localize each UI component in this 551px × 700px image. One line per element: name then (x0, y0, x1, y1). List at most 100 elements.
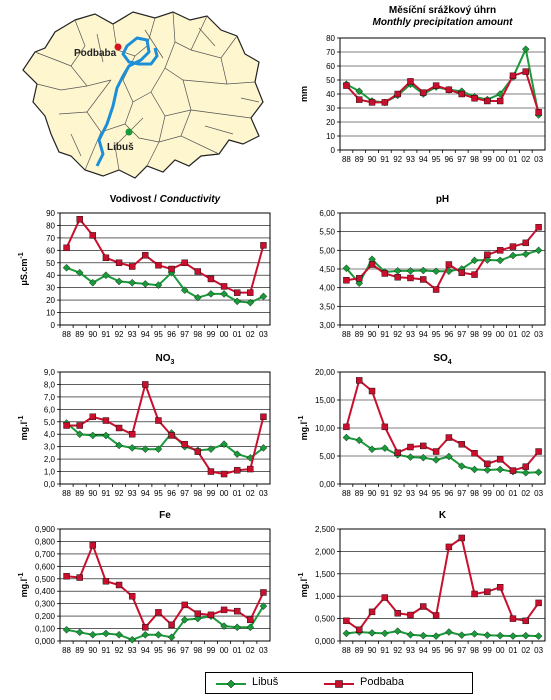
data-point (509, 467, 517, 474)
data-point (381, 629, 389, 638)
data-point (142, 381, 149, 388)
data-point (535, 108, 542, 116)
data-point (407, 78, 414, 85)
x-tick-label: 02 (246, 330, 255, 339)
data-point (62, 263, 71, 272)
data-point (194, 610, 202, 617)
x-tick-label: 91 (380, 330, 389, 339)
data-point (180, 616, 189, 624)
data-point (471, 94, 478, 102)
x-tick-label: 92 (393, 330, 402, 339)
data-point (207, 445, 215, 453)
legend-libus-swatch (216, 679, 246, 689)
x-tick-label: 02 (521, 646, 530, 655)
series-line (345, 537, 540, 631)
data-point (394, 449, 401, 456)
y-tick-label: 2,000 (315, 547, 336, 556)
data-point (155, 609, 162, 616)
y-tick-label: 5,00 (319, 452, 335, 461)
data-point (406, 267, 415, 275)
data-point (419, 631, 428, 640)
x-tick-label: 90 (88, 489, 97, 498)
data-point (180, 286, 189, 294)
x-tick-label: 92 (393, 155, 402, 164)
data-point (142, 252, 149, 259)
x-tick-label: 96 (444, 330, 453, 339)
data-point (521, 250, 530, 258)
x-tick-label: 98 (470, 646, 479, 655)
x-tick-label: 02 (246, 646, 255, 655)
x-tick-label: 94 (419, 646, 428, 655)
y-tick-label: 0,100 (35, 625, 56, 634)
prague-outline (22, 11, 264, 179)
data-point (356, 96, 363, 103)
x-tick-label: 98 (193, 646, 202, 655)
y-tick-label: 2,500 (315, 525, 336, 534)
data-point (102, 417, 110, 424)
data-point (471, 271, 478, 278)
x-tick-label: 89 (75, 330, 84, 339)
x-tick-label: 88 (62, 489, 71, 498)
prague-map: Podbaba Libuš (22, 11, 264, 179)
data-point (496, 584, 504, 591)
data-point (115, 441, 123, 450)
y-tick-label: 20 (46, 296, 55, 305)
data-point (496, 256, 504, 265)
x-tick-label: 91 (380, 155, 389, 164)
x-tick-label: 89 (355, 330, 364, 339)
x-tick-label: 01 (233, 489, 242, 498)
data-point (534, 468, 543, 477)
vltava-river (95, 36, 159, 167)
y-tick-label: 0,900 (35, 525, 56, 534)
data-point (220, 622, 228, 630)
x-tick-label: 96 (167, 646, 176, 655)
data-point (381, 594, 389, 601)
data-point (115, 630, 123, 639)
x-tick-label: 88 (342, 646, 351, 655)
x-tick-label: 03 (534, 330, 543, 339)
data-point (521, 631, 530, 640)
data-point (343, 276, 350, 284)
data-point (181, 440, 188, 448)
x-tick-label: 95 (154, 646, 163, 655)
y-tick-label: 4,50 (319, 265, 335, 274)
data-point (75, 268, 84, 277)
data-point (356, 626, 363, 634)
data-point (115, 581, 123, 589)
data-point (484, 97, 491, 105)
x-tick-label: 89 (75, 646, 84, 655)
data-point (89, 232, 97, 239)
x-tick-label: 98 (470, 155, 479, 164)
y-tick-label: 0,500 (35, 575, 56, 584)
data-point (458, 269, 465, 276)
data-point (75, 628, 84, 637)
data-point (128, 444, 136, 452)
data-point (483, 631, 492, 639)
y-tick-label: 0,0 (44, 480, 56, 489)
x-tick-label: 00 (496, 330, 505, 339)
data-point (457, 462, 466, 470)
data-point (102, 629, 110, 638)
data-point (259, 602, 268, 610)
y-tick-label: 70 (326, 48, 335, 57)
x-tick-label: 92 (115, 330, 124, 339)
x-tick-label: 97 (457, 330, 466, 339)
chart-title: SO4 (433, 353, 451, 366)
x-tick-label: 95 (154, 330, 163, 339)
data-point (128, 431, 136, 438)
data-point (368, 445, 376, 454)
x-tick-label: 97 (180, 330, 189, 339)
data-point (168, 432, 175, 439)
data-point (260, 242, 267, 249)
y-tick-label: 1,500 (315, 570, 336, 579)
data-point (154, 281, 163, 289)
data-point (445, 628, 453, 636)
data-point (194, 448, 202, 455)
x-tick-label: 94 (141, 330, 150, 339)
data-point (102, 578, 110, 585)
data-point (207, 611, 215, 619)
data-point (381, 270, 389, 277)
x-tick-label: 01 (509, 330, 518, 339)
x-tick-label: 89 (355, 646, 364, 655)
x-tick-label: 96 (444, 489, 453, 498)
